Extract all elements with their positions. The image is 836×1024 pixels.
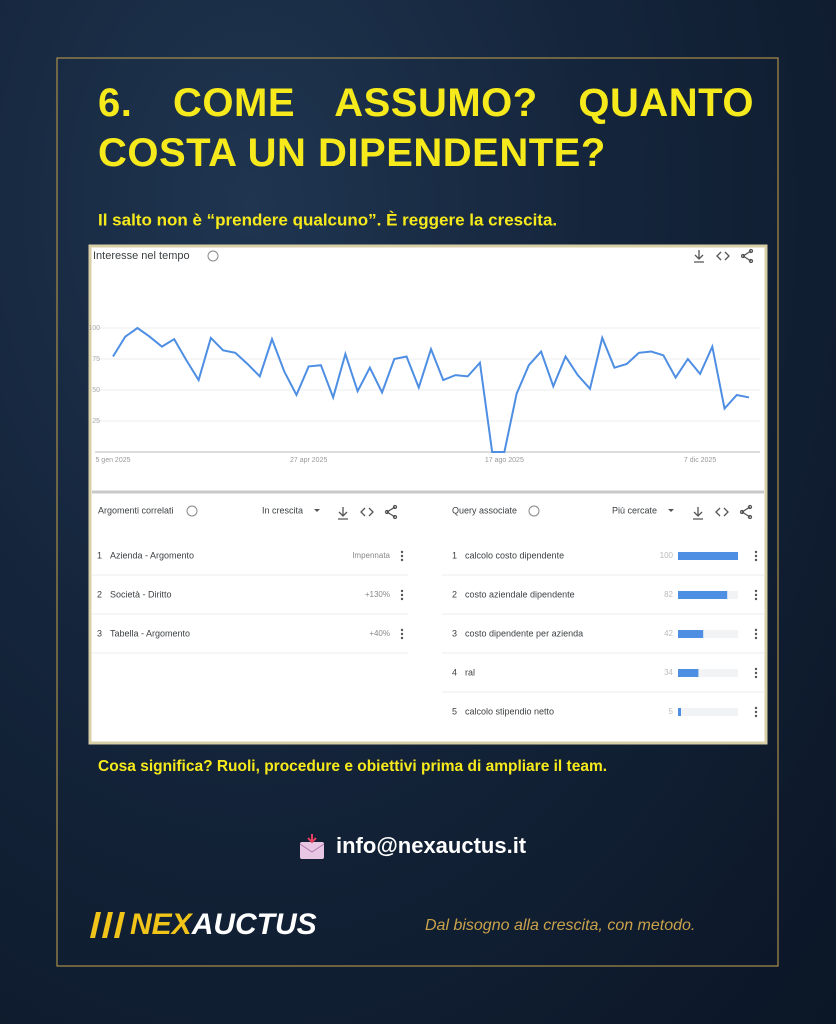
line-title: Interesse nel tempo xyxy=(93,250,190,262)
menu-dot[interactable] xyxy=(400,558,404,562)
menu-dot[interactable] xyxy=(400,550,404,554)
bar xyxy=(678,552,738,560)
menu-dot[interactable] xyxy=(754,636,758,640)
change: +40% xyxy=(369,629,390,638)
menu-dot[interactable] xyxy=(400,636,404,640)
query-title: Query associate xyxy=(452,505,517,515)
value-label: 5 xyxy=(669,707,674,716)
brand-a: NEX xyxy=(130,908,194,941)
query[interactable]: calcolo costo dipendente xyxy=(465,550,564,560)
change: +130% xyxy=(365,590,390,599)
x-tick-label: 7 dic 2025 xyxy=(684,457,716,464)
x-tick-label: 27 apr 2025 xyxy=(290,457,327,464)
menu-dot[interactable] xyxy=(754,632,758,636)
trends-panel xyxy=(88,244,768,745)
menu-dot[interactable] xyxy=(754,554,758,558)
menu-dot[interactable] xyxy=(754,671,758,675)
rank: 1 xyxy=(452,550,457,560)
query[interactable]: calcolo stipendio netto xyxy=(465,706,554,716)
query-filter[interactable]: Più cercate xyxy=(612,505,657,515)
menu-dot[interactable] xyxy=(754,667,758,671)
frame xyxy=(56,57,779,967)
x-tick-label: 5 gen 2025 xyxy=(95,457,130,464)
value-label: 100 xyxy=(660,551,674,560)
rank: 5 xyxy=(452,706,457,716)
x-tick-label: 17 ago 2025 xyxy=(485,457,524,464)
query[interactable]: costo dipendente per azienda xyxy=(465,628,583,638)
menu-dot[interactable] xyxy=(754,593,758,597)
menu-dot[interactable] xyxy=(754,710,758,714)
title: 6. COME ASSUMO? QUANTO COSTA UN DIPENDEN… xyxy=(98,81,754,175)
menu-dot[interactable] xyxy=(754,597,758,601)
y-tick-label: 100 xyxy=(88,325,100,332)
value-label: 82 xyxy=(664,590,673,599)
brand: NEXAUCTUS xyxy=(130,908,317,941)
bar-track xyxy=(678,708,738,716)
logo-mark xyxy=(90,912,125,938)
dropdown xyxy=(668,509,674,512)
bar xyxy=(678,708,681,716)
value-label: 42 xyxy=(664,629,673,638)
rank: 4 xyxy=(452,667,457,677)
help-icon[interactable] xyxy=(186,505,198,517)
menu-dot[interactable] xyxy=(754,558,758,562)
email[interactable]: info@nexauctus.it xyxy=(336,833,527,858)
bar xyxy=(678,630,704,638)
toolbar xyxy=(338,248,754,520)
y-tick-label: 25 xyxy=(92,418,100,425)
menu-dot[interactable] xyxy=(400,593,404,597)
rank: 1 xyxy=(97,550,102,560)
menu-dot[interactable] xyxy=(400,589,404,593)
menu-dot[interactable] xyxy=(400,632,404,636)
subtitle: Il salto non è “prendere qualcuno”. È re… xyxy=(98,210,557,229)
y-tick-label: 75 xyxy=(92,356,100,363)
menu-dot[interactable] xyxy=(754,706,758,710)
menu-dot[interactable] xyxy=(400,554,404,558)
menu-dot[interactable] xyxy=(754,628,758,632)
menu-dot[interactable] xyxy=(754,714,758,718)
topic[interactable]: Società - Diritto xyxy=(110,589,172,599)
menu-dot[interactable] xyxy=(754,675,758,679)
topic[interactable]: Azienda - Argomento xyxy=(110,550,194,560)
value-label: 34 xyxy=(664,668,673,677)
mail-icon xyxy=(299,834,325,859)
related-filter[interactable]: In crescita xyxy=(262,505,303,515)
dropdown xyxy=(314,509,320,512)
query[interactable]: costo aziendale dipendente xyxy=(465,589,575,599)
brand-b: AUCTUS xyxy=(191,908,317,941)
rank: 2 xyxy=(97,589,102,599)
bar xyxy=(678,591,728,599)
help-icon[interactable] xyxy=(528,505,540,517)
query[interactable]: ral xyxy=(465,667,475,677)
rank: 2 xyxy=(452,589,457,599)
bar xyxy=(678,669,699,677)
menu-dot[interactable] xyxy=(400,628,404,632)
menu-dot[interactable] xyxy=(754,550,758,554)
tagline: Dal bisogno alla crescita, con metodo. xyxy=(425,917,695,934)
menu-dot[interactable] xyxy=(400,597,404,601)
note: Cosa significa? Ruoli, procedure e obiet… xyxy=(98,758,607,775)
menu-dot[interactable] xyxy=(754,589,758,593)
topic[interactable]: Tabella - Argomento xyxy=(110,628,190,638)
data-line xyxy=(112,326,750,453)
related-title: Argomenti correlati xyxy=(98,505,174,515)
change: Impennata xyxy=(352,551,390,560)
rank: 3 xyxy=(97,628,102,638)
help-icon[interactable] xyxy=(207,250,219,262)
rank: 3 xyxy=(452,628,457,638)
bar-track xyxy=(678,669,738,677)
y-tick-label: 50 xyxy=(92,387,100,394)
bar-track xyxy=(678,630,738,638)
